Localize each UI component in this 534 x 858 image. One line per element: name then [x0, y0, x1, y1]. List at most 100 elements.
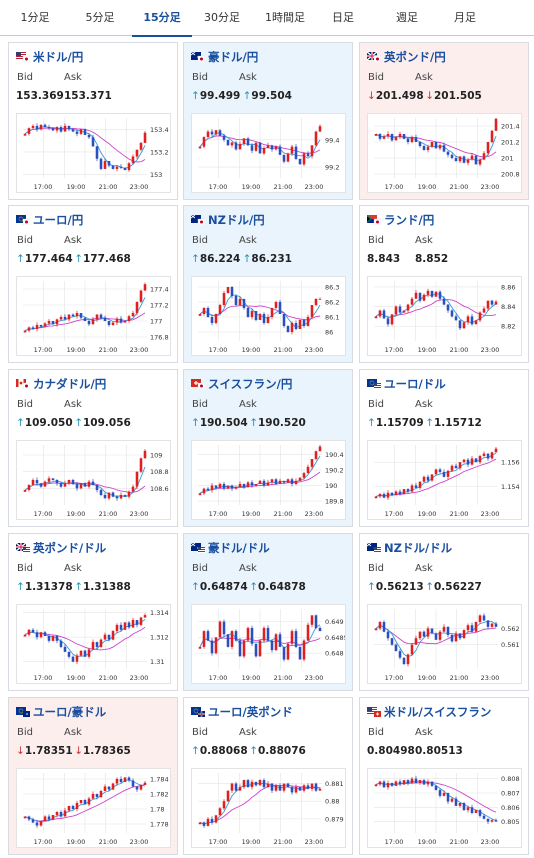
price-chart[interactable]: 0.808 0.807 0.806 0.805 17:00 19:00 21:00 23:00 [367, 768, 522, 848]
candle-body [198, 314, 202, 316]
candle-body [386, 492, 390, 498]
candle-body [214, 314, 218, 323]
candle-body [75, 313, 79, 317]
currency-pair-link[interactable]: スイスフラン/円 [208, 377, 293, 391]
currency-card[interactable]: 豪ドル/円 Bid Ask ↑99.499 ↑99.504 99.4 99.2 17:00 19… [183, 42, 353, 200]
price-chart[interactable]: 177.4 177.2 177 176.8 17:00 19:00 21:00 23:00 [16, 276, 171, 356]
candle-body [314, 299, 318, 305]
tab-weekly[interactable]: 週足 [396, 11, 418, 24]
y-tick-label: 0.561 [501, 641, 520, 649]
candle-body [67, 314, 71, 320]
tab-30min[interactable]: 30分足 [204, 11, 240, 24]
currency-pair-link[interactable]: 英ポンド/ドル [33, 541, 107, 555]
chart-svg: 8.86 8.84 8.82 17:00 19:00 21:00 23:00 [374, 281, 515, 354]
candle-body [139, 617, 143, 625]
currency-pair-link[interactable]: ランド/円 [384, 213, 435, 227]
candle-body [91, 642, 95, 650]
candle-body [218, 130, 222, 136]
candle-body [250, 482, 254, 486]
price-chart[interactable]: 109 108.8 108.6 17:00 19:00 21:00 23:00 [16, 440, 171, 520]
currency-card[interactable]: 英ポンド/ドル Bid Ask ↑1.31378 ↑1.31388 1.314 1.312 1… [8, 533, 178, 691]
tab-1hour[interactable]: 1時間足 [265, 11, 305, 24]
price-chart[interactable]: 1.784 1.782 1.78 1.778 17:00 19:00 21:00 23:00 [16, 768, 171, 848]
candle-body [39, 483, 43, 487]
price-chart[interactable]: 0.562 0.561 17:00 19:00 21:00 23:00 [367, 604, 522, 684]
currency-card[interactable]: ユーロ/ドル Bid Ask ↑1.15709 ↑1.15712 1.156 1.154 17… [359, 369, 529, 527]
currency-card[interactable]: ユーロ/英ポンド Bid Ask ↑0.88068 ↑0.88076 0.881 0.88 0… [183, 697, 353, 855]
candle-body [254, 142, 258, 151]
y-tick-label: 108.8 [150, 468, 169, 476]
candle-body [266, 627, 270, 641]
candle-body [310, 783, 314, 789]
x-tick-label: 17:00 [385, 674, 404, 682]
currency-card[interactable]: 米ドル/円 Bid Ask 153.369 153.371 153.4 153.2 153 17… [8, 42, 178, 200]
candle-body [270, 145, 274, 150]
candle-body [378, 493, 382, 497]
candle-body [103, 317, 107, 321]
chart-svg: 1.784 1.782 1.78 1.778 17:00 19:00 21:00 23:00 [23, 773, 169, 846]
candle-body [258, 314, 262, 320]
price-chart[interactable]: 0.649 0.6485 0.648 17:00 19:00 21:00 23:00 [191, 604, 346, 684]
tab-5min[interactable]: 5分足 [85, 11, 115, 24]
candle-body [254, 483, 258, 486]
currency-pair-link[interactable]: 米ドル/スイスフラン [384, 705, 492, 719]
candle-body [310, 615, 314, 625]
currency-card[interactable]: 米ドル/スイスフラン Bid Ask 0.80498 0.80513 0.808 0.807… [359, 697, 529, 855]
ask-price: 1.31388 [83, 581, 131, 593]
currency-pair-link[interactable]: 米ドル/円 [33, 50, 84, 64]
currency-pair-link[interactable]: ユーロ/英ポンド [208, 705, 293, 719]
currency-pair-link[interactable]: ユーロ/円 [33, 213, 84, 227]
candle-body [99, 791, 103, 797]
currency-pair-link[interactable]: 豪ドル/ドル [208, 541, 270, 555]
currency-pair-link[interactable]: ユーロ/ドル [384, 377, 446, 391]
currency-card[interactable]: ユーロ/円 Bid Ask ↑177.464 ↑177.468 177.4 177.2 177… [8, 205, 178, 363]
candle-body [474, 621, 478, 632]
price-chart[interactable]: 153.4 153.2 153 17:00 19:00 21:00 23:00 [16, 113, 171, 193]
currency-pair-link[interactable]: 豪ドル/円 [208, 50, 259, 64]
currency-pair-link[interactable]: ユーロ/豪ドル [33, 705, 107, 719]
tab-15min[interactable]: 15分足 [132, 0, 192, 37]
currency-card[interactable]: ランド/円 Bid Ask 8.843 8.852 8.86 8.84 8.82 17:00 19… [359, 205, 529, 363]
price-chart[interactable]: 0.881 0.88 0.879 17:00 19:00 21:00 23:00 [191, 768, 346, 848]
currency-pair-link[interactable]: 英ポンド/円 [384, 50, 446, 64]
currency-card[interactable]: カナダドル/円 Bid Ask ↑109.050 ↑109.056 109 108.8 108… [8, 369, 178, 527]
candle-body [258, 480, 262, 484]
ask-value: ↑109.056 [74, 417, 131, 429]
currency-card[interactable]: ユーロ/豪ドル Bid Ask ↓1.78351 ↓1.78365 1.784 1.782 1… [8, 697, 178, 855]
candle-body [470, 155, 474, 160]
currency-card[interactable]: NZドル/円 Bid Ask ↑86.224 ↑86.231 86.3 86.2 86.1 86… [183, 205, 353, 363]
candle-body [290, 323, 294, 332]
price-chart[interactable]: 1.156 1.154 17:00 19:00 21:00 23:00 [367, 440, 522, 520]
y-tick-label: 0.806 [501, 804, 520, 812]
tab-1min[interactable]: 1分足 [20, 11, 50, 24]
price-chart[interactable]: 86.3 86.2 86.1 86 17:00 19:00 21:00 23:00 [191, 276, 346, 356]
price-chart[interactable]: 99.4 99.2 17:00 19:00 21:00 23:00 [191, 113, 346, 193]
candle-body [210, 317, 214, 323]
tab-daily[interactable]: 日足 [332, 11, 354, 24]
currency-card[interactable]: スイスフラン/円 Bid Ask ↑190.504 ↑190.520 190.4 190.2… [183, 369, 353, 527]
candle-body [278, 785, 282, 791]
currency-pair-link[interactable]: カナダドル/円 [33, 377, 107, 391]
candle-body [115, 318, 119, 323]
candle-body [286, 783, 290, 788]
tab-monthly[interactable]: 月足 [454, 11, 476, 24]
currency-pair-link[interactable]: NZドル/ドル [384, 541, 453, 555]
candle-body [422, 146, 426, 150]
price-chart[interactable]: 8.86 8.84 8.82 17:00 19:00 21:00 23:00 [367, 276, 522, 356]
currency-card[interactable]: 豪ドル/ドルBidAsk↑0.64874↑0.648780.6490.64850… [183, 533, 353, 691]
price-chart[interactable]: 201.4 201.2 201 200.8 17:00 19:00 21:00 23:00 [367, 113, 522, 193]
ask-value: ↑1.31388 [74, 581, 131, 593]
candle-body [302, 320, 306, 326]
price-chart[interactable]: 190.4 190.2 190 189.8 17:00 19:00 21:00 23:00 [191, 440, 346, 520]
price-chart[interactable]: 1.314 1.312 1.31 17:00 19:00 21:00 23:00 [16, 604, 171, 684]
currency-card[interactable]: NZドル/ドル Bid Ask ↑0.56213 ↑0.56227 0.562 0.561 1… [359, 533, 529, 691]
currency-pair-link[interactable]: NZドル/円 [208, 213, 265, 227]
candle-body [87, 481, 91, 487]
y-tick-label: 86.3 [325, 284, 339, 292]
currency-card[interactable]: 英ポンド/円 Bid Ask ↓201.498 ↓201.505 201.4 201.2 20… [359, 42, 529, 200]
candle-body [262, 780, 266, 788]
candle-body [458, 633, 462, 639]
ask-value: ↓1.78365 [74, 745, 131, 757]
candle-body [278, 634, 282, 647]
candle-body [274, 634, 278, 651]
